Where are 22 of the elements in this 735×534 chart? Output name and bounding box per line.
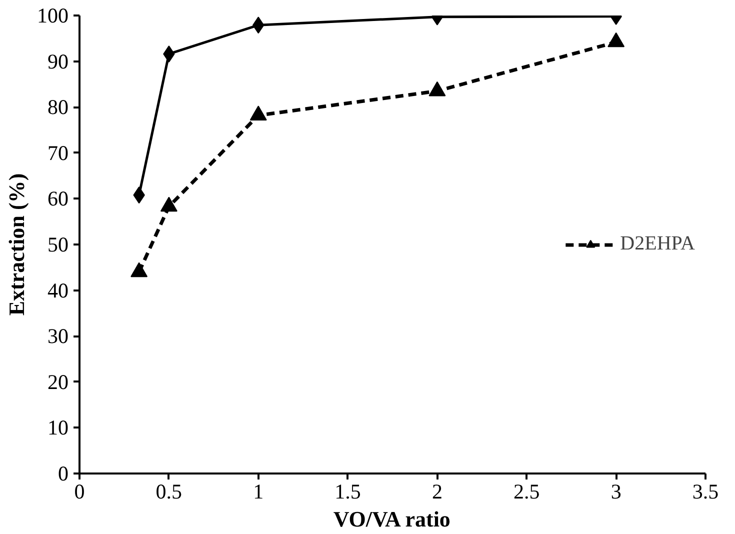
x-axis-title: VO/VA ratio xyxy=(333,506,450,532)
y-tick-label: 70 xyxy=(48,140,68,165)
y-tick-label: 90 xyxy=(48,49,68,74)
y-tick-label: 40 xyxy=(48,278,68,302)
legend-label: D2EHPA xyxy=(620,232,695,256)
y-tick-label: 100 xyxy=(37,4,68,28)
y-tick-label: 10 xyxy=(48,416,68,440)
y-tick-label: 30 xyxy=(48,324,68,348)
y-axis-title: Extraction (%) xyxy=(4,173,29,316)
y-tick-label: 0 xyxy=(58,462,68,486)
y-tick-label: 50 xyxy=(48,232,68,256)
y-tick-label: 20 xyxy=(48,370,68,394)
x-tick-label: 3 xyxy=(610,480,622,504)
x-tick-label: 1.5 xyxy=(334,480,361,504)
x-tick-label: 3.5 xyxy=(692,480,719,504)
x-tick-label: 2 xyxy=(432,480,442,504)
y-tick-label: 80 xyxy=(48,95,68,120)
x-tick-label: 1 xyxy=(253,480,264,504)
x-tick-label: 0 xyxy=(74,480,85,504)
x-tick-label: 2.5 xyxy=(514,480,540,504)
x-tick-label: 0.5 xyxy=(156,480,182,504)
y-tick-label: 60 xyxy=(48,186,68,211)
